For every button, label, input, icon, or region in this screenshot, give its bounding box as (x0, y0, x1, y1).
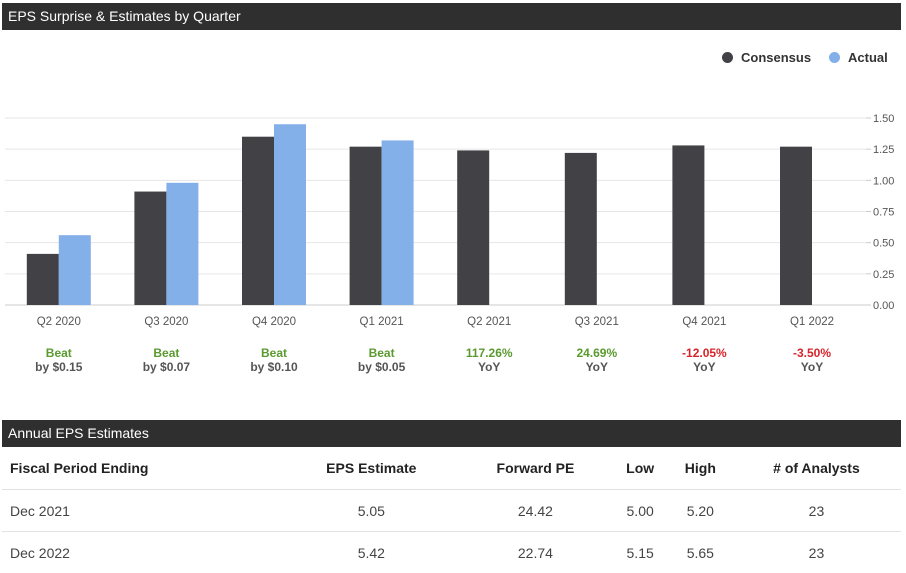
cell-analysts: 23 (732, 490, 901, 532)
surprise-annotation: 24.69%YoY (547, 346, 647, 374)
annual-eps-table: Fiscal Period Ending EPS Estimate Forwar… (2, 447, 901, 573)
surprise-detail: by $0.07 (116, 360, 216, 374)
bar-actual[interactable] (274, 124, 306, 305)
bar-consensus[interactable] (134, 192, 166, 305)
cell-eps-estimate: 5.42 (283, 532, 459, 573)
bar-consensus[interactable] (27, 254, 59, 305)
col-analysts: # of Analysts (732, 447, 901, 490)
x-tick-label: Q1 2022 (790, 316, 834, 328)
surprise-value: Beat (9, 346, 109, 360)
x-tick-label: Q2 2020 (37, 316, 81, 328)
bar-actual[interactable] (382, 140, 414, 305)
surprise-detail: YoY (762, 360, 862, 374)
surprise-detail: by $0.10 (224, 360, 324, 374)
surprise-value: -3.50% (762, 346, 862, 360)
cell-high: 5.20 (669, 490, 732, 532)
eps-bar-chart: 0.00 0.25 0.50 0.75 1.00 1.25 1.50 Q2 2020 Q3 20… (0, 30, 906, 340)
col-eps-estimate: EPS Estimate (283, 447, 459, 490)
y-tick-label: 0.50 (873, 238, 894, 250)
x-tick-label: Q1 2021 (360, 316, 404, 328)
cell-high: 5.65 (669, 532, 732, 573)
y-tick-label: 0.00 (873, 300, 894, 312)
y-tick-label: 0.25 (873, 269, 894, 281)
surprise-detail: by $0.15 (9, 360, 109, 374)
surprise-detail: YoY (547, 360, 647, 374)
surprise-value: Beat (332, 346, 432, 360)
cell-eps-estimate: 5.05 (283, 490, 459, 532)
surprise-annotation: 117.26%YoY (439, 346, 539, 374)
cell-low: 5.00 (612, 490, 669, 532)
table-header-row: Fiscal Period Ending EPS Estimate Forwar… (2, 447, 901, 490)
col-fiscal-period: Fiscal Period Ending (2, 447, 283, 490)
bar-actual[interactable] (59, 235, 91, 305)
y-tick-label: 1.25 (873, 144, 894, 156)
surprise-value: 117.26% (439, 346, 539, 360)
x-tick-label: Q4 2021 (682, 316, 726, 328)
cell-forward-pe: 24.42 (459, 490, 611, 532)
surprise-value: Beat (116, 346, 216, 360)
surprise-detail: by $0.05 (332, 360, 432, 374)
cell-fiscal-period: Dec 2021 (2, 490, 283, 532)
surprise-value: -12.05% (654, 346, 754, 360)
bar-consensus[interactable] (565, 153, 597, 305)
surprise-value: 24.69% (547, 346, 647, 360)
cell-fiscal-period: Dec 2022 (2, 532, 283, 573)
surprise-annotation: -12.05%YoY (654, 346, 754, 374)
bar-consensus[interactable] (780, 147, 812, 305)
table-row: Dec 2022 5.42 22.74 5.15 5.65 23 (2, 532, 901, 573)
col-low: Low (612, 447, 669, 490)
x-tick-label: Q2 2021 (467, 316, 511, 328)
bar-consensus[interactable] (350, 147, 382, 305)
x-tick-label: Q3 2020 (144, 316, 188, 328)
col-high: High (669, 447, 732, 490)
y-tick-label: 1.00 (873, 175, 894, 187)
y-tick-label: 1.50 (873, 113, 894, 125)
y-tick-label: 0.75 (873, 207, 894, 219)
table-row: Dec 2021 5.05 24.42 5.00 5.20 23 (2, 490, 901, 532)
annual-panel-header: Annual EPS Estimates (2, 420, 901, 447)
cell-forward-pe: 22.74 (459, 532, 611, 573)
chart-panel-header: EPS Surprise & Estimates by Quarter (2, 3, 901, 30)
annual-panel-title: Annual EPS Estimates (8, 425, 149, 441)
cell-analysts: 23 (732, 532, 901, 573)
bar-actual[interactable] (166, 183, 198, 305)
bar-consensus[interactable] (242, 137, 274, 305)
surprise-detail: YoY (654, 360, 754, 374)
cell-low: 5.15 (612, 532, 669, 573)
col-forward-pe: Forward PE (459, 447, 611, 490)
surprise-detail: YoY (439, 360, 539, 374)
bar-consensus[interactable] (672, 145, 704, 305)
bar-consensus[interactable] (457, 150, 489, 305)
surprise-value: Beat (224, 346, 324, 360)
surprise-annotation: -3.50%YoY (762, 346, 862, 374)
x-tick-label: Q4 2020 (252, 316, 296, 328)
x-tick-label: Q3 2021 (575, 316, 619, 328)
chart-panel-title: EPS Surprise & Estimates by Quarter (8, 8, 241, 24)
